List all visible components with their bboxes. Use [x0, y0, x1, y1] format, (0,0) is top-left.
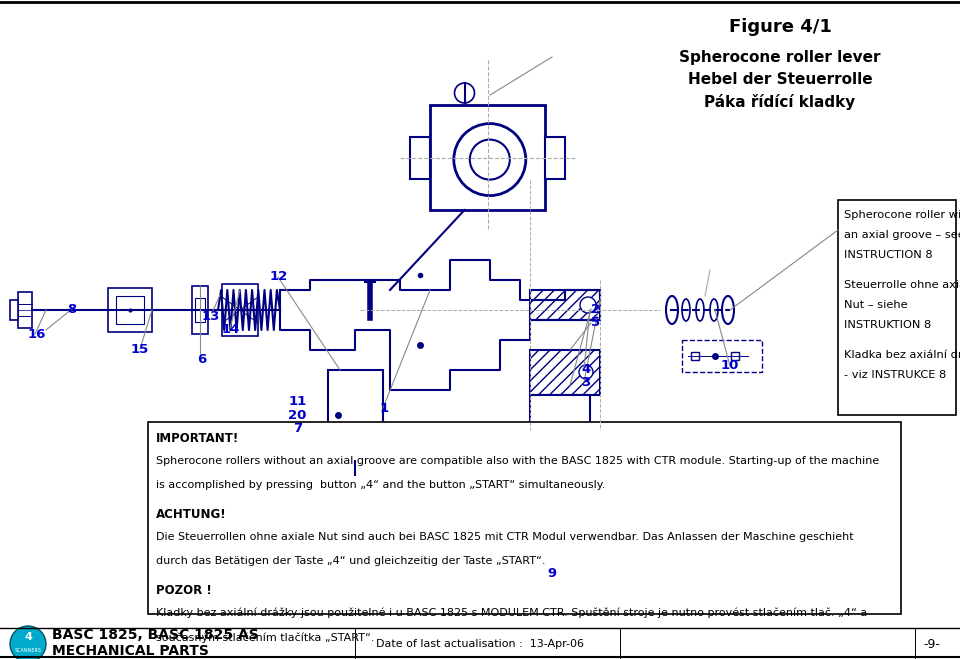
Circle shape [469, 140, 510, 180]
Bar [222, 284, 258, 336]
Text: Date of last actualisation :  13-Apr-06: Date of last actualisation : 13-Apr-06 [376, 639, 584, 649]
Bar [18, 292, 32, 328]
Text: 16: 16 [27, 328, 46, 341]
Text: 1: 1 [379, 402, 389, 415]
Text: 14: 14 [221, 323, 240, 336]
Bar [530, 395, 590, 425]
Text: Kladka bez axiální drážky: Kladka bez axiální drážky [844, 350, 960, 360]
Text: 11: 11 [288, 395, 307, 409]
Text: 13: 13 [202, 310, 221, 323]
Text: 10: 10 [720, 359, 739, 372]
Text: 4: 4 [581, 362, 590, 376]
Text: 4: 4 [24, 632, 32, 642]
Text: Spherocone roller lever: Spherocone roller lever [680, 50, 880, 65]
Text: - viz INSTRUKCE 8: - viz INSTRUKCE 8 [844, 370, 947, 380]
Text: Kladky bez axiální drážky jsou použitelné i u BASC 1825 s MODULEM CTR. Spuštění : Kladky bez axiální drážky jsou použiteln… [156, 608, 867, 619]
Text: 8: 8 [67, 303, 77, 316]
Bar [328, 370, 383, 445]
Text: 20: 20 [288, 409, 307, 422]
Bar [108, 288, 152, 332]
Text: 12: 12 [269, 270, 288, 283]
Bar [195, 298, 205, 322]
Text: IMPORTANT!: IMPORTANT! [156, 432, 239, 445]
Text: Spherocone roller without: Spherocone roller without [844, 210, 960, 220]
Ellipse shape [710, 299, 718, 321]
Text: is accomplished by pressing  button „4“ and the button „START“ simultaneously.: is accomplished by pressing button „4“ a… [156, 480, 606, 490]
Text: -9-: -9- [924, 637, 940, 650]
Bar [530, 290, 600, 320]
Text: Die Steuerrollen ohne axiale Nut sind auch bei BASC 1825 mit CTR Modul verwendba: Die Steuerrollen ohne axiale Nut sind au… [156, 532, 853, 542]
Circle shape [347, 445, 363, 461]
Text: ACHTUNG!: ACHTUNG! [156, 508, 227, 521]
Circle shape [454, 83, 474, 103]
Bar [838, 200, 956, 415]
Circle shape [580, 297, 596, 313]
Bar [682, 340, 762, 372]
Circle shape [454, 124, 526, 196]
Bar [10, 300, 18, 320]
Circle shape [10, 626, 46, 659]
Text: současným stlačením tlačítka „START“.: současným stlačením tlačítka „START“. [156, 632, 374, 643]
Text: Figure 4/1: Figure 4/1 [729, 18, 831, 36]
Text: 6: 6 [197, 353, 206, 366]
Text: SCANNERS: SCANNERS [14, 648, 41, 652]
Text: BASC 1825, BASC 1825 AS: BASC 1825, BASC 1825 AS [52, 628, 259, 642]
Ellipse shape [722, 296, 734, 324]
Text: Nut – siehe: Nut – siehe [844, 300, 907, 310]
Bar [530, 350, 600, 395]
Text: 3: 3 [581, 376, 590, 389]
Bar [545, 136, 565, 179]
Text: INSTRUKTION 8: INSTRUKTION 8 [844, 320, 931, 330]
Text: 15: 15 [130, 343, 149, 356]
Circle shape [579, 365, 593, 379]
Text: POZOR !: POZOR ! [156, 584, 212, 597]
Text: Hebel der Steuerrolle: Hebel der Steuerrolle [687, 72, 873, 87]
Ellipse shape [682, 299, 690, 321]
Text: 2: 2 [590, 303, 600, 316]
Bar [192, 286, 208, 334]
Text: INSTRUCTION 8: INSTRUCTION 8 [844, 250, 932, 260]
Ellipse shape [696, 299, 704, 321]
Text: an axial groove – see: an axial groove – see [844, 230, 960, 240]
Text: 9: 9 [547, 567, 557, 580]
Text: Spherocone rollers without an axial groove are compatible also with the BASC 182: Spherocone rollers without an axial groo… [156, 456, 879, 466]
Text: Steuerrolle ohne axiale: Steuerrolle ohne axiale [844, 280, 960, 290]
Text: 5: 5 [590, 316, 600, 330]
Text: Páka řídící kladky: Páka řídící kladky [705, 94, 855, 110]
Ellipse shape [666, 296, 678, 324]
Bar [148, 422, 901, 614]
Text: durch das Betätigen der Taste „4“ und gleichzeitig der Taste „START“.: durch das Betätigen der Taste „4“ und gl… [156, 556, 545, 566]
Bar [116, 296, 144, 324]
Bar [410, 136, 430, 179]
Bar [430, 105, 545, 210]
Text: MECHANICAL PARTS: MECHANICAL PARTS [52, 644, 209, 658]
Text: 7: 7 [293, 422, 302, 435]
